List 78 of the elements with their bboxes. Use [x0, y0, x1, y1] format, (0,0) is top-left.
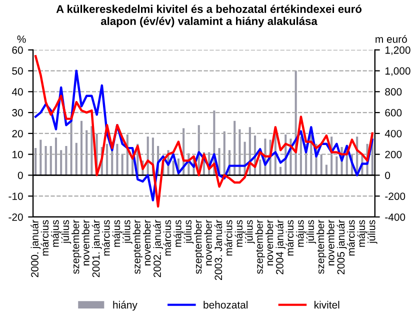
x-tick-label: május [296, 220, 306, 247]
bar [90, 126, 93, 176]
y2-tick-label: 400 [384, 130, 402, 138]
bar [320, 154, 322, 176]
y-tick-label: 30 [12, 109, 23, 116]
x-tick-label: szeptember [255, 220, 265, 274]
x-tick-label: szeptember [194, 220, 204, 274]
bar [40, 140, 42, 176]
chart-title: A külkereskedelmi kivitel és a behozatal értékindexei euró alapon (év/év) valamint a hiány alakulása [56, 4, 362, 28]
legend-label: behozatal [204, 300, 248, 309]
legend-label: kivitel [314, 300, 340, 309]
bar [336, 156, 338, 176]
x-tick-label: 2004 január [276, 220, 286, 274]
x-tick-label: július [122, 220, 132, 244]
x-tick-label: május [51, 220, 61, 247]
y-tick-label: 60 [12, 46, 23, 54]
x-tick-label: november [265, 220, 274, 266]
y-tick-label: -20 [8, 213, 23, 221]
bar [223, 131, 226, 176]
y2-tick-label: -400 [385, 213, 406, 221]
x-tick-label: 2002. január [153, 220, 163, 278]
y2-tick-label: 200 [385, 150, 402, 158]
x-tick-label: március [163, 220, 172, 256]
x-tick-label: november [204, 220, 212, 266]
y-tick-label: 50 [12, 67, 23, 75]
y2-tick-label: 800 [385, 88, 402, 96]
x-tick-label: május [234, 220, 245, 247]
x-tick-label: július [245, 220, 255, 244]
x-tick-label: szeptember [316, 220, 326, 274]
y2-axis-title: m euró [376, 35, 407, 43]
x-tick-label: 2003. Január [214, 220, 222, 280]
x-tick-label: május [174, 220, 184, 247]
bar [34, 148, 37, 176]
bar [300, 136, 302, 176]
x-tick-label: május [112, 220, 122, 247]
bar [106, 144, 108, 176]
x-tick-label: 2005 január [336, 220, 347, 274]
bar [80, 120, 83, 176]
x-tick-label: szeptember [132, 220, 142, 274]
x-tick-label: november [142, 220, 151, 266]
bar [50, 146, 52, 176]
bar [121, 154, 124, 176]
y2-tick-label: 600 [385, 109, 402, 116]
bar [65, 146, 68, 176]
y2-tick-label: 0 [385, 172, 390, 180]
bar [86, 130, 88, 176]
legend-label: hiány [113, 300, 138, 311]
bar [172, 160, 174, 176]
x-tick-label: 2001. január [92, 220, 102, 278]
bar [60, 150, 62, 176]
y-tick-label: 0 [18, 172, 23, 180]
x-tick-label: szeptember [72, 220, 82, 274]
x-tick-label: március [347, 220, 355, 256]
x-tick-label: július [184, 220, 194, 244]
bar [259, 160, 262, 176]
y2-tick-label: 1,000 [385, 67, 410, 76]
y-tick-label: 40 [12, 88, 23, 96]
y-tick-label: 20 [12, 130, 23, 138]
bar [44, 146, 47, 176]
bar [75, 142, 78, 176]
y-tick-label: -10 [8, 192, 23, 200]
x-tick-label: március [102, 220, 110, 256]
x-tick-label: november [326, 220, 334, 266]
x-tick-label: november [82, 220, 90, 266]
x-tick-label: május [357, 220, 368, 247]
x-tick-label: március [286, 220, 294, 256]
bar [116, 144, 118, 176]
bar [54, 138, 58, 176]
y2-tick-label: 1,200 [385, 46, 410, 56]
y-axis-title: % [17, 36, 26, 43]
x-tick-label: július [306, 220, 316, 244]
y-tick-label: 10 [12, 150, 23, 158]
x-tick-label: március [40, 220, 49, 256]
y2-tick-label: -200 [385, 192, 406, 200]
x-tick-label: július [61, 220, 72, 244]
x-tick-label: március [224, 220, 232, 256]
x-tick-label: 2000. január [30, 220, 40, 278]
x-tick-label: július [367, 220, 378, 244]
